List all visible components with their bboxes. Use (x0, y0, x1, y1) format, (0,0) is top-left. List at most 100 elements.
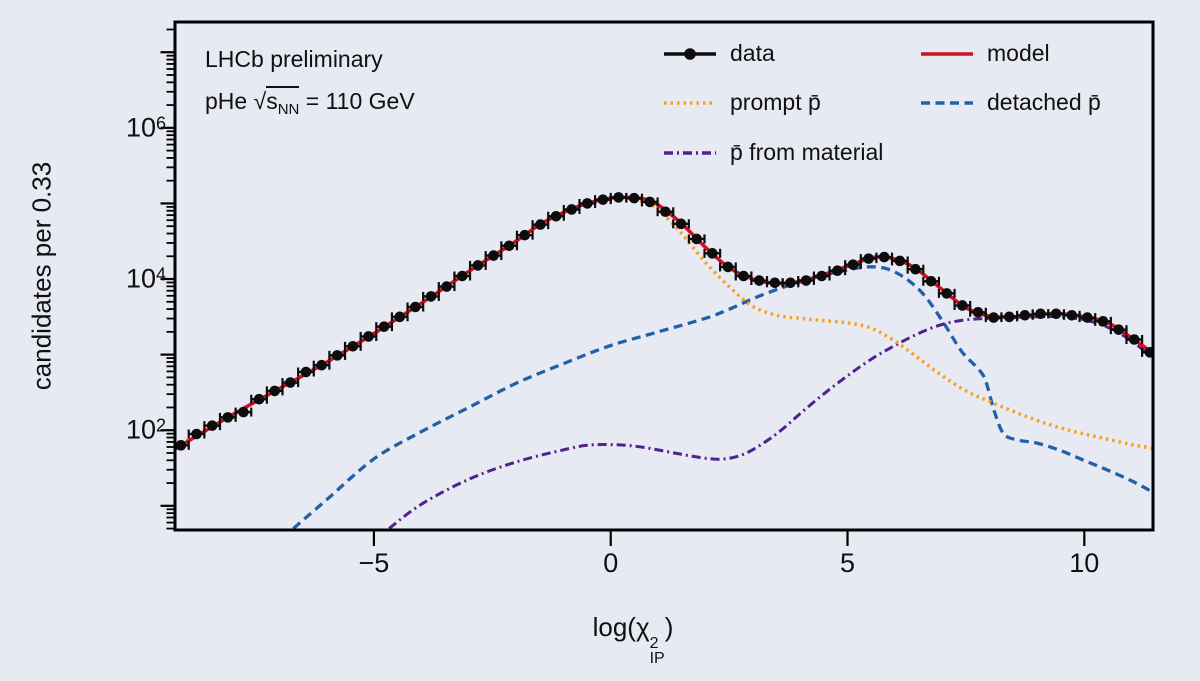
legend-label: p̄ from material (730, 139, 884, 165)
data-marker (597, 194, 609, 205)
legend-item-detached-p-: detached p̄ (920, 89, 1101, 116)
legend-label: model (987, 40, 1050, 66)
plot-annotation-energy: pHe √sNN = 110 GeV (205, 86, 415, 118)
data-marker (628, 192, 640, 204)
legend-sample-data (664, 47, 716, 60)
data-marker (441, 281, 452, 292)
data-marker (910, 263, 921, 275)
data-marker (925, 275, 937, 287)
data-series (175, 192, 1153, 451)
legend-data-marker (684, 47, 696, 60)
data-marker (738, 270, 749, 282)
data-marker (613, 192, 624, 203)
x-tick-label: −5 (358, 548, 390, 578)
data-marker (550, 210, 562, 222)
data-marker (1035, 308, 1046, 320)
data-marker (816, 270, 828, 282)
data-marker (269, 385, 280, 397)
data-marker (347, 341, 359, 352)
x-tick-label: 5 (840, 548, 856, 578)
legend-item-prompt-p-: prompt p̄ (663, 89, 821, 116)
data-marker (832, 265, 843, 277)
data-marker (316, 359, 327, 371)
data-marker (363, 331, 374, 342)
data-marker (410, 301, 421, 313)
data-marker (425, 291, 437, 302)
legend-sample-dashed (921, 100, 973, 105)
data-marker (394, 311, 406, 323)
y-tick-exponent: 2 (155, 415, 166, 436)
axis-ticks (160, 28, 1086, 546)
sqrt-subscript: NN (277, 101, 300, 118)
data-marker (847, 259, 859, 270)
data-marker (1082, 312, 1093, 323)
y-tick-label: 102 (126, 415, 166, 446)
curve-detached-pbar (292, 265, 1153, 530)
y-tick-exponent: 4 (155, 264, 166, 285)
legend-label: detached p̄ (987, 89, 1101, 115)
data-marker (191, 428, 202, 440)
data-marker (707, 248, 718, 259)
y-tick-label: 106 (126, 112, 166, 143)
data-marker (519, 229, 531, 241)
curve-prompt-pbar (175, 196, 1153, 451)
chi-supsub: 2 IP (649, 635, 665, 667)
legend-sample-dashdot (664, 150, 716, 155)
data-marker (1050, 308, 1062, 320)
data-marker (253, 393, 265, 405)
y-tick-exponent: 6 (155, 113, 166, 134)
energy-prefix: pHe √ (205, 88, 267, 114)
plot-annotation-experiment: LHCb preliminary (205, 46, 383, 72)
legend-item-data: data (663, 40, 775, 67)
data-marker (503, 240, 515, 252)
y-tick-base: 10 (125, 263, 156, 294)
data-marker (378, 321, 390, 332)
plot-frame (173, 20, 1155, 532)
data-marker (535, 219, 546, 230)
data-marker (456, 270, 468, 282)
xlabel-suffix: ) (664, 612, 674, 642)
x-tick-label: 10 (1069, 548, 1100, 578)
x-tick-label: 0 (603, 548, 619, 578)
data-marker (1003, 311, 1015, 323)
data-marker (894, 255, 906, 267)
chi-superscript: 2 (649, 635, 659, 652)
xlabel-prefix: log( (592, 612, 636, 642)
y-tick-base: 10 (125, 112, 156, 143)
data-marker (1128, 334, 1140, 345)
data-marker (488, 250, 499, 261)
data-marker (285, 377, 296, 388)
data-marker (972, 306, 984, 318)
y-axis-label: candidates per 0.33 (26, 161, 57, 391)
data-marker (753, 275, 765, 286)
legend-label: prompt p̄ (730, 89, 821, 115)
data-marker (660, 206, 671, 218)
x-axis-label: log(χ 2 IP) (592, 612, 674, 667)
chi-subscript: IP (649, 650, 665, 667)
sqrt-argument: s (266, 88, 278, 114)
data-marker (1144, 347, 1153, 358)
energy-suffix: = 110 GeV (299, 88, 415, 114)
data-marker (863, 253, 874, 264)
legend-sample-solid (921, 51, 973, 56)
data-marker (206, 420, 218, 431)
data-marker (644, 196, 656, 208)
legend-item-model: model (920, 40, 1050, 67)
legend-label: data (730, 40, 775, 66)
data-marker (1019, 310, 1031, 321)
data-marker (331, 350, 343, 361)
data-marker (175, 440, 187, 451)
sqrt-snn: sNN (266, 86, 300, 118)
data-marker (238, 406, 249, 418)
data-marker (1113, 324, 1124, 335)
data-marker (581, 198, 593, 209)
data-marker (1066, 310, 1078, 321)
data-marker (472, 260, 484, 271)
data-marker (769, 277, 781, 289)
data-marker (691, 233, 702, 245)
data-marker (785, 277, 796, 289)
y-tick-label: 104 (126, 264, 166, 295)
data-marker (566, 204, 577, 215)
data-marker (941, 288, 953, 299)
